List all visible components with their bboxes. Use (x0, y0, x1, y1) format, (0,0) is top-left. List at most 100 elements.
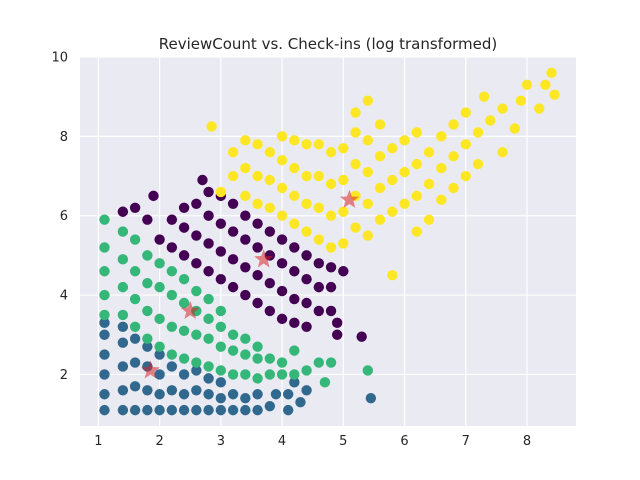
centroid-star-marker (140, 360, 160, 379)
data-point (117, 361, 129, 372)
data-point (99, 317, 110, 329)
data-point (365, 393, 377, 404)
data-point (99, 309, 110, 321)
data-point (215, 321, 227, 333)
data-point (252, 341, 263, 352)
data-point (264, 305, 276, 317)
data-point (215, 377, 227, 388)
data-point (276, 154, 288, 166)
data-point (191, 198, 202, 210)
data-point (240, 262, 251, 273)
data-point (362, 230, 374, 241)
data-point (191, 385, 202, 396)
data-point (436, 162, 447, 174)
data-point (252, 353, 263, 364)
data-point (227, 345, 239, 356)
data-point (301, 321, 312, 333)
data-point (117, 337, 129, 348)
data-point (289, 369, 300, 380)
data-point (276, 369, 288, 380)
data-point (270, 389, 282, 400)
data-point (240, 135, 251, 146)
data-point (215, 365, 227, 376)
data-point (313, 305, 325, 317)
data-point (362, 135, 374, 146)
data-point (325, 242, 337, 253)
data-point (325, 178, 337, 190)
data-point (154, 341, 165, 352)
data-point (240, 393, 251, 404)
data-point (166, 321, 178, 333)
data-point (301, 139, 312, 150)
data-point (289, 345, 300, 356)
data-point (295, 396, 306, 408)
data-point (436, 131, 447, 142)
data-point (178, 353, 190, 364)
data-point (289, 377, 300, 388)
data-point (240, 289, 251, 301)
data-point (264, 147, 276, 158)
data-point (460, 107, 471, 118)
data-point (240, 369, 251, 380)
data-point (142, 385, 153, 396)
tick-labels: 1 2 3 4 5 6 7 8 2 4 6 8 10 (51, 51, 531, 450)
data-point (191, 357, 202, 368)
data-point (215, 404, 227, 416)
data-point (411, 158, 422, 170)
data-point (276, 357, 288, 368)
data-point (325, 305, 337, 317)
data-point (129, 202, 141, 213)
data-point (276, 210, 288, 221)
y-tick-label: 10 (51, 51, 68, 66)
data-point (117, 206, 129, 217)
data-point (313, 281, 325, 293)
data-point (338, 206, 349, 217)
y-tick-label: 8 (60, 130, 68, 145)
data-point (99, 404, 110, 416)
data-point (178, 297, 190, 309)
data-point (350, 127, 361, 138)
data-point (509, 123, 520, 134)
data-point (325, 210, 337, 221)
data-point (99, 369, 110, 380)
data-point (319, 377, 331, 388)
data-point (301, 226, 312, 237)
data-point (276, 285, 288, 297)
data-point (289, 162, 300, 174)
data-point (117, 309, 129, 321)
data-point (448, 119, 459, 130)
data-point (215, 186, 227, 198)
data-point (387, 174, 398, 186)
data-point (276, 258, 288, 269)
data-point (282, 389, 294, 400)
data-point (142, 305, 153, 317)
data-point (478, 91, 490, 102)
x-tick-label: 5 (339, 434, 347, 449)
data-point (289, 135, 300, 146)
data-point (178, 222, 190, 233)
data-point (203, 238, 214, 249)
data-point (264, 202, 276, 213)
data-point (252, 270, 263, 281)
data-point (178, 389, 190, 400)
data-point (374, 214, 386, 225)
data-point (117, 385, 129, 396)
data-point (99, 329, 110, 340)
data-point (166, 289, 178, 301)
data-point (178, 250, 190, 261)
data-point (399, 166, 410, 178)
data-point (99, 266, 110, 277)
data-point (387, 270, 398, 281)
data-point (215, 305, 227, 317)
data-point (227, 389, 239, 400)
data-point (154, 369, 165, 380)
data-point (252, 218, 263, 229)
data-point (301, 385, 312, 396)
data-point (142, 333, 153, 344)
data-point (142, 214, 153, 225)
data-point (387, 143, 398, 154)
data-point (240, 234, 251, 245)
data-point (203, 210, 214, 221)
data-point (301, 170, 312, 182)
